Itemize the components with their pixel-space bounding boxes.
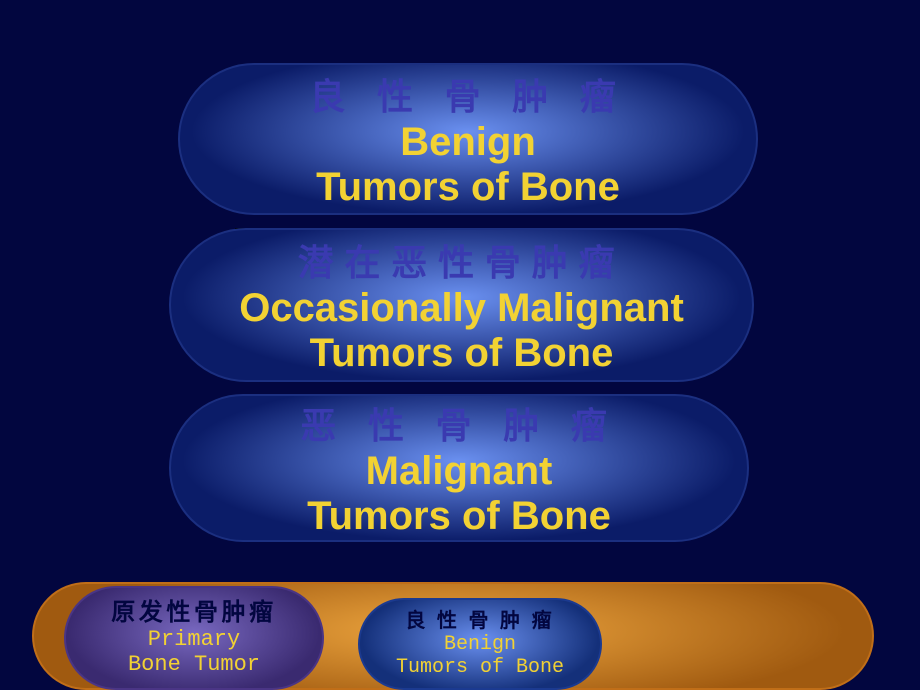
main-pill-en2-0: Tumors of Bone <box>316 165 620 210</box>
small-pill-en2-1: Tumors of Bone <box>396 656 564 679</box>
main-pill-cn-2: 恶 性 骨 肿 瘤 <box>300 397 617 449</box>
small-pill-en1-1: Benign <box>444 633 516 656</box>
small-pill-1: 良 性 骨 肿 瘤BenignTumors of Bone <box>358 598 602 690</box>
main-pill-en2-1: Tumors of Bone <box>310 331 614 376</box>
main-pill-cn-0: 良 性 骨 肿 瘤 <box>309 68 626 120</box>
main-pill-en2-2: Tumors of Bone <box>307 494 611 539</box>
small-pill-0: 原发性骨肿瘤PrimaryBone Tumor <box>64 586 324 690</box>
main-pill-cn-1: 潜在恶性骨肿瘤 <box>298 234 626 286</box>
main-pill-en1-0: Benign <box>400 120 536 165</box>
small-pill-cn-1: 良 性 骨 肿 瘤 <box>405 610 554 633</box>
main-pill-2: 恶 性 骨 肿 瘤MalignantTumors of Bone <box>169 394 749 542</box>
main-pill-en1-1: Occasionally Malignant <box>239 286 684 331</box>
small-pill-cn-0: 原发性骨肿瘤 <box>111 599 277 627</box>
small-pill-en1-0: Primary <box>148 627 240 652</box>
main-pill-1: 潜在恶性骨肿瘤Occasionally MalignantTumors of B… <box>169 228 754 382</box>
small-pill-en2-0: Bone Tumor <box>128 652 260 677</box>
main-pill-0: 良 性 骨 肿 瘤BenignTumors of Bone <box>178 63 758 215</box>
main-pill-en1-2: Malignant <box>366 449 553 494</box>
